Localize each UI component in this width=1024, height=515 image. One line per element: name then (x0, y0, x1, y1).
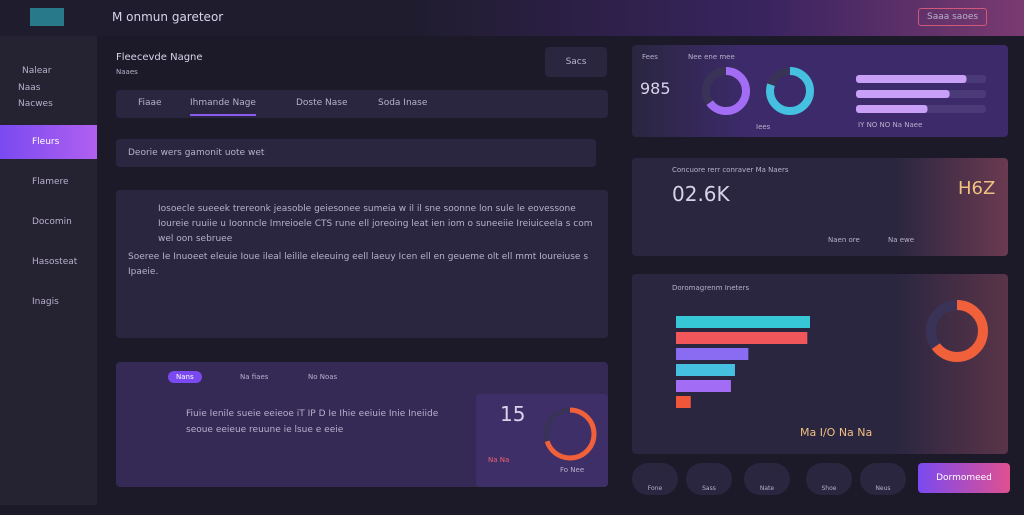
progress-bar (856, 90, 950, 98)
panel-value: 02.6K (672, 182, 730, 206)
bar (676, 380, 731, 392)
bottom-card: Fiuie Ienile sueie eeieoe iT IP D Ie Ihi… (116, 362, 608, 487)
ring-value (926, 300, 988, 362)
dock-item[interactable]: Shoe (806, 463, 852, 495)
panel-2: Concuore rerr conraver Ma Naers 02.6K H6… (632, 158, 1008, 256)
panel-title: Doromagrenm Ineters (672, 284, 750, 292)
bar (676, 364, 735, 376)
logo (30, 8, 64, 26)
card-text: Fiuie Ienile sueie eeieoe iT IP D Ie Ihi… (186, 409, 439, 435)
tab[interactable]: Soda Inase (378, 98, 428, 108)
progress-bar (856, 105, 928, 113)
tab[interactable]: Fiaae (138, 98, 162, 108)
button[interactable]: Sacs (545, 47, 607, 77)
tabs: Fiaae Ihmande Nage Doste Nase Soda Inase (116, 90, 608, 118)
nav-item[interactable]: Fleurs (0, 125, 97, 159)
panel-footer: IY NO NO Na Naee (858, 121, 923, 129)
legend: Fo Nee (560, 466, 585, 474)
ring (926, 300, 988, 362)
dock-item[interactable]: Nate (744, 463, 790, 495)
ring-value (702, 67, 750, 115)
nav-item[interactable]: Hasosteat (32, 257, 78, 267)
nav-sub: Nacwes (18, 99, 53, 109)
bar (676, 348, 749, 360)
panel-value: 985 (640, 79, 671, 98)
search-input[interactable]: Deorie wers gamonit uote wet (116, 139, 596, 167)
legend: Na Na (488, 456, 510, 464)
paragraph: Iosoecle sueeek trereonk jeasoble geieso… (158, 204, 593, 244)
bar (676, 316, 810, 328)
progress (856, 75, 986, 113)
legend: Na ewe (888, 236, 915, 244)
dock-item[interactable]: Sass (686, 463, 732, 495)
bar-chart (676, 316, 810, 408)
pill[interactable]: Nans (168, 371, 202, 383)
tab[interactable]: Ihmande Nage (190, 98, 256, 116)
panel-footer: Ma I/O Na Na (800, 426, 873, 439)
app-title: M onmun gareteor (112, 10, 224, 24)
header-button[interactable]: Saaa saoes (918, 8, 988, 26)
legend: Naen ore (828, 236, 860, 244)
nav-sub: Nalear (22, 66, 52, 76)
stat-value: 15 (500, 402, 526, 426)
panel-title: Nee ene mee (688, 53, 735, 61)
pill[interactable]: No Noas (308, 373, 338, 381)
dock-item[interactable]: Fone (632, 463, 678, 495)
header: M onmun gareteor Saaa saoes (0, 0, 1024, 36)
nav-item[interactable]: Docomin (32, 217, 72, 227)
dock-item[interactable]: Neus (860, 463, 906, 495)
panel-title: Concuore rerr conraver Ma Naers (672, 166, 789, 174)
text-card: Iosoecle sueeek trereonk jeasoble geieso… (116, 190, 608, 338)
ring-value (766, 67, 814, 115)
heading: Fleecevde Nagne (116, 52, 203, 63)
bar (676, 332, 808, 344)
paragraph: Soeree Ie Inuoeet eleuie Ioue ileal leil… (128, 252, 589, 277)
nav-sub: Naas (18, 83, 41, 93)
nav-item[interactable]: Flamere (32, 177, 69, 187)
pill[interactable]: Na fiaes (240, 373, 269, 381)
stat-box: 15 Na Na Fo Nee (476, 394, 608, 487)
donuts (702, 67, 814, 115)
donut-label: Iees (756, 123, 771, 131)
ring (543, 407, 597, 461)
panel-label: Fees (642, 53, 658, 61)
tab[interactable]: Doste Nase (296, 98, 348, 108)
panel-1: Fees 985 Nee ene mee Iees IY NO NO Na Na… (632, 45, 1008, 137)
nav-item[interactable]: Inagis (32, 297, 59, 307)
bar (676, 396, 691, 408)
ring-value (543, 407, 597, 461)
panel-3: Doromagrenm Ineters Ma I/O Na Na (632, 274, 1008, 454)
action-button[interactable]: Dormomeed (918, 463, 1010, 493)
sidebar: Nalear Naas Nacwes Fleurs Flamere Docomin H… (0, 36, 97, 505)
progress-bar (856, 75, 967, 83)
side-value: H6Z (958, 178, 996, 199)
heading-sub: Naaes (116, 68, 138, 76)
